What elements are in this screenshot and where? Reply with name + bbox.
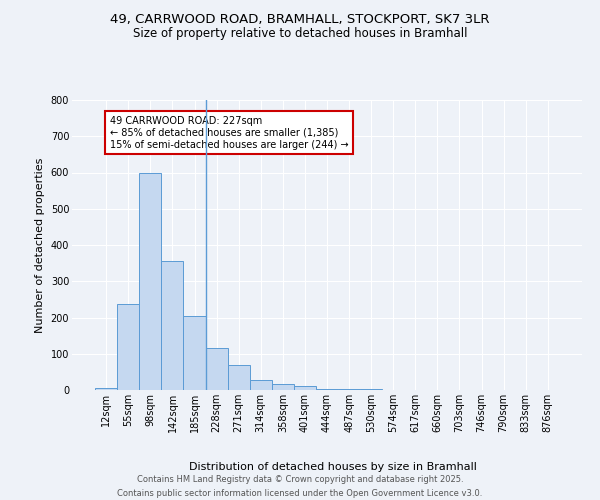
- Bar: [316, 388, 338, 390]
- Bar: [227, 364, 250, 390]
- Bar: [95, 388, 117, 390]
- Bar: [161, 262, 184, 390]
- Text: 49, CARRWOOD ROAD, BRAMHALL, STOCKPORT, SK7 3LR: 49, CARRWOOD ROAD, BRAMHALL, STOCKPORT, …: [110, 12, 490, 26]
- Text: Contains HM Land Registry data © Crown copyright and database right 2025.
Contai: Contains HM Land Registry data © Crown c…: [118, 476, 482, 498]
- Bar: [117, 304, 139, 390]
- Bar: [184, 316, 206, 390]
- Bar: [250, 380, 272, 390]
- Bar: [360, 388, 382, 390]
- Bar: [139, 173, 161, 390]
- Text: 49 CARRWOOD ROAD: 227sqm
← 85% of detached houses are smaller (1,385)
15% of sem: 49 CARRWOOD ROAD: 227sqm ← 85% of detach…: [110, 116, 348, 150]
- Bar: [294, 386, 316, 390]
- Bar: [206, 348, 227, 390]
- Bar: [272, 384, 294, 390]
- Text: Size of property relative to detached houses in Bramhall: Size of property relative to detached ho…: [133, 28, 467, 40]
- Y-axis label: Number of detached properties: Number of detached properties: [35, 158, 45, 332]
- Bar: [338, 388, 360, 390]
- Text: Distribution of detached houses by size in Bramhall: Distribution of detached houses by size …: [189, 462, 477, 472]
